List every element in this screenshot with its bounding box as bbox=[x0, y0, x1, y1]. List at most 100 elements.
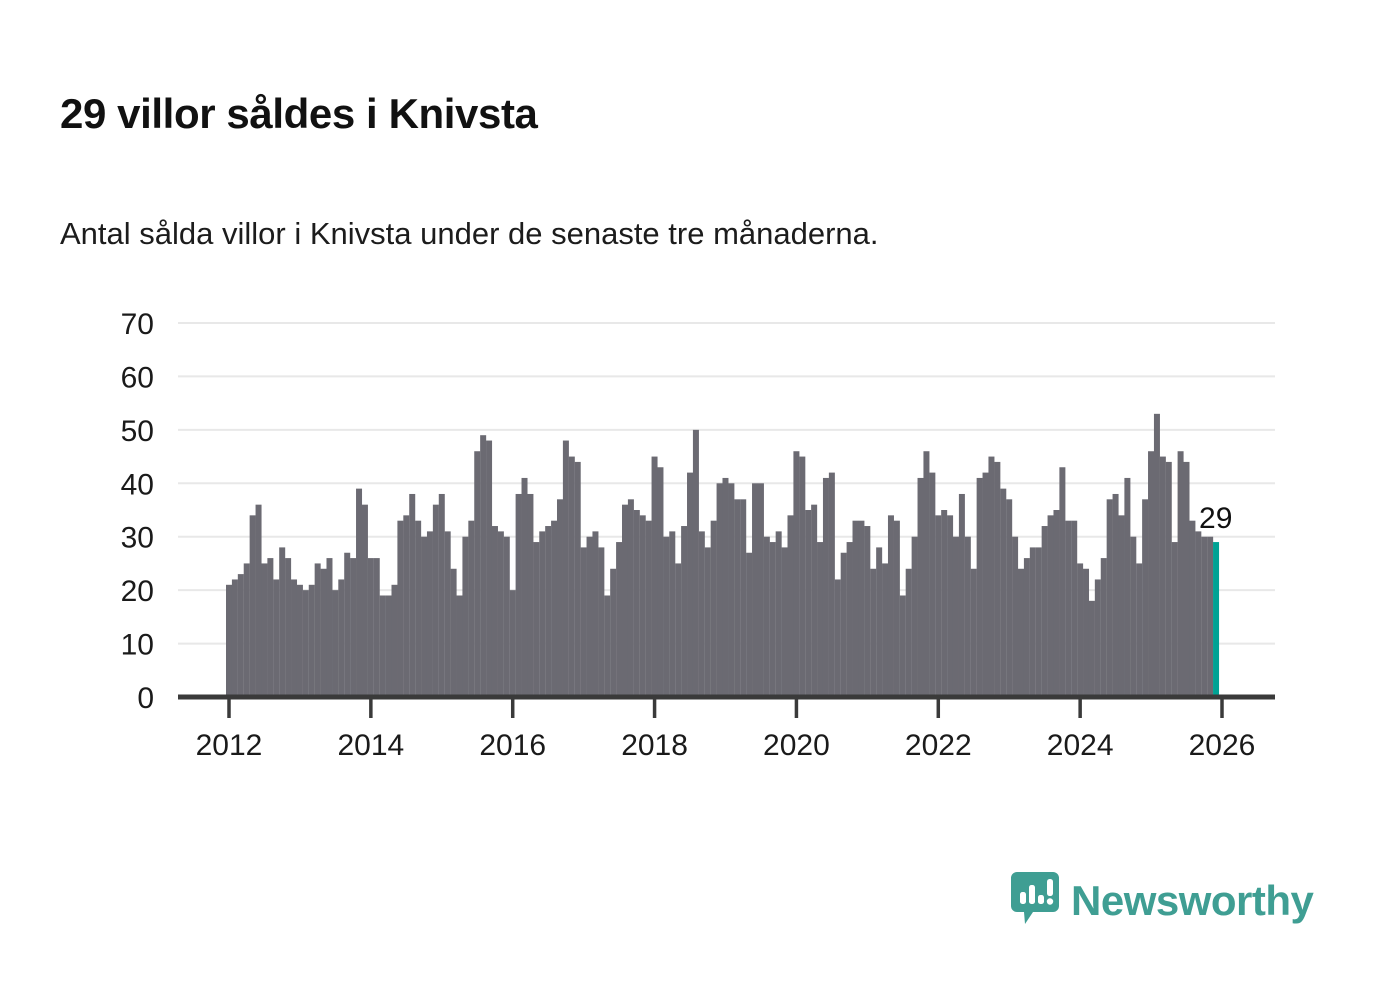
bar bbox=[409, 493, 416, 697]
bar bbox=[1148, 451, 1155, 697]
bar bbox=[509, 590, 516, 697]
bar bbox=[1012, 536, 1019, 697]
bar bbox=[338, 579, 345, 697]
bar bbox=[1077, 563, 1084, 697]
bar bbox=[332, 590, 339, 697]
bar bbox=[379, 595, 386, 697]
bar bbox=[734, 499, 741, 697]
bar bbox=[876, 547, 883, 697]
bar bbox=[976, 477, 983, 697]
bar bbox=[941, 510, 948, 697]
bar bbox=[1195, 531, 1202, 697]
bar bbox=[1142, 499, 1149, 697]
bar bbox=[905, 568, 912, 697]
bar bbox=[805, 510, 812, 697]
bar bbox=[947, 515, 954, 697]
bar bbox=[556, 499, 563, 697]
bar bbox=[710, 520, 717, 697]
x-tick-label: 2012 bbox=[196, 729, 263, 762]
bar bbox=[1053, 510, 1060, 697]
bar bbox=[1130, 536, 1137, 697]
bar bbox=[1047, 515, 1054, 697]
bar bbox=[1159, 456, 1166, 697]
bar bbox=[568, 456, 575, 697]
bar bbox=[663, 536, 670, 697]
bar bbox=[562, 440, 569, 697]
bar bbox=[917, 477, 924, 697]
bar bbox=[746, 552, 753, 697]
highlight-value-label: 29 bbox=[1199, 502, 1232, 535]
bar bbox=[687, 472, 694, 697]
bar bbox=[811, 504, 818, 697]
newsworthy-logo-text: Newsworthy bbox=[1071, 876, 1314, 924]
bar bbox=[929, 472, 936, 697]
bar bbox=[763, 536, 770, 697]
bar bbox=[438, 493, 445, 697]
bar bbox=[657, 467, 664, 697]
bar bbox=[622, 504, 628, 697]
bar bbox=[834, 579, 841, 697]
bar bbox=[1023, 558, 1030, 697]
bar bbox=[356, 488, 363, 697]
x-tick-label: 2022 bbox=[905, 729, 972, 762]
bar bbox=[728, 483, 735, 697]
bar bbox=[1035, 547, 1042, 697]
bar bbox=[698, 531, 705, 697]
bar bbox=[580, 547, 587, 697]
x-tick-label: 2018 bbox=[621, 729, 688, 762]
newsworthy-logo: Newsworthy bbox=[1011, 872, 1314, 929]
bar bbox=[970, 568, 977, 697]
bar bbox=[1201, 536, 1208, 697]
bar bbox=[320, 568, 327, 697]
bar bbox=[1006, 499, 1013, 697]
bar bbox=[757, 483, 764, 697]
bar bbox=[533, 542, 540, 697]
axis-group bbox=[178, 694, 1275, 718]
bar bbox=[988, 456, 995, 697]
bar bbox=[267, 558, 274, 697]
bar bbox=[822, 477, 829, 697]
bar bbox=[704, 547, 711, 697]
bar bbox=[1041, 526, 1048, 697]
bar bbox=[882, 563, 889, 697]
bar bbox=[308, 584, 315, 697]
bar bbox=[373, 558, 380, 697]
x-tick-label: 2024 bbox=[1047, 729, 1114, 762]
chart-subtitle: Antal sålda villor i Knivsta under de se… bbox=[60, 216, 879, 251]
bar bbox=[1059, 467, 1066, 697]
bar bbox=[1065, 520, 1072, 697]
x-tick-label: 2020 bbox=[763, 729, 830, 762]
bar bbox=[1029, 547, 1036, 697]
bar bbox=[616, 542, 623, 697]
bar bbox=[911, 536, 918, 697]
bar bbox=[935, 515, 942, 697]
bar bbox=[486, 440, 493, 697]
x-tick-labels-group: 2012 2014 2016 2018 2020 2022 2024 2026 bbox=[196, 729, 1256, 762]
bar bbox=[231, 579, 238, 697]
bar bbox=[781, 547, 788, 697]
bar bbox=[793, 451, 800, 697]
bar bbox=[1189, 520, 1196, 697]
chart-plot-area: 0 10 20 30 40 50 60 70 2012 2014 2016 2018 2020 2022… bbox=[0, 300, 1382, 770]
bar bbox=[1171, 542, 1178, 697]
bar bbox=[521, 477, 528, 697]
bar bbox=[769, 542, 776, 697]
bar bbox=[545, 526, 552, 697]
bar bbox=[497, 531, 504, 697]
bar bbox=[775, 531, 782, 697]
bar bbox=[1018, 568, 1024, 697]
x-tick-label: 2016 bbox=[479, 729, 546, 762]
bar bbox=[722, 477, 729, 697]
bar bbox=[491, 526, 498, 697]
bar bbox=[503, 536, 510, 697]
bar bbox=[226, 584, 232, 697]
bar bbox=[651, 456, 658, 697]
bar bbox=[840, 552, 847, 697]
bar bbox=[586, 536, 593, 697]
bar bbox=[344, 552, 351, 697]
bar bbox=[787, 515, 794, 697]
bar bbox=[1124, 477, 1131, 697]
bar bbox=[887, 515, 894, 697]
bar bbox=[858, 520, 865, 697]
